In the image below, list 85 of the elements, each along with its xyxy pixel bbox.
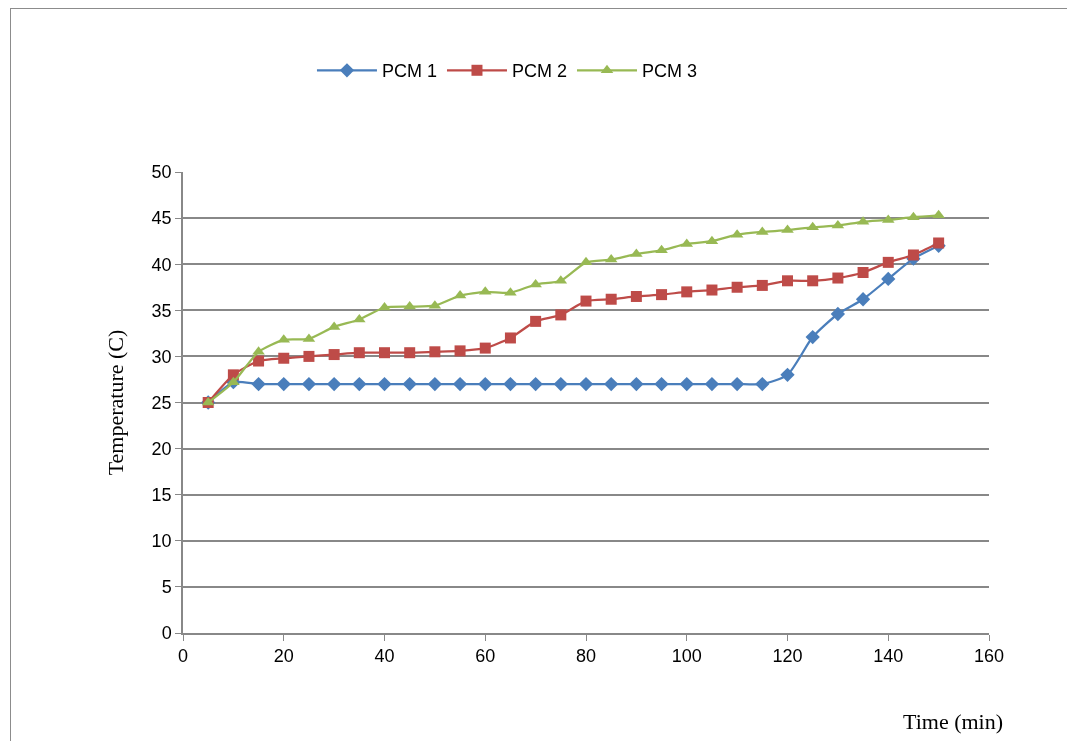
point [805,329,820,345]
point [503,376,518,392]
point [933,237,945,249]
point [301,376,317,392]
point [352,376,367,392]
point [907,249,919,261]
y-tick-label: 35 [151,300,172,321]
x-tick-label: 60 [475,646,496,667]
point [782,275,793,287]
point [427,376,443,392]
y-tick-label: 40 [151,254,172,275]
point [379,347,390,359]
y-tick-label: 0 [161,623,172,644]
y-tick-label: 10 [151,531,172,552]
point [932,209,945,219]
point [629,376,644,392]
point [755,376,770,392]
point [857,267,869,278]
point [780,367,795,382]
x-tick-label: 100 [671,646,702,667]
point [605,293,617,305]
point [454,345,466,357]
point [579,256,593,266]
point [681,286,693,298]
point [729,376,745,392]
point [479,342,491,354]
y-axis-title: Temperature (C) [102,329,128,476]
legend-label: PCM 1 [381,61,437,82]
y-tick-label: 50 [151,162,172,183]
x-tick-label: 140 [873,646,904,667]
legend-label: PCM 2 [511,61,567,82]
y-tick-label: 30 [151,346,172,367]
point [253,355,265,367]
point [830,306,846,322]
point [881,271,896,287]
point [704,376,720,392]
point [832,272,844,284]
point [555,309,567,321]
point [452,376,468,392]
point [530,315,542,327]
point [654,376,669,392]
x-tick-label: 0 [177,646,189,667]
x-tick-label: 120 [772,646,803,667]
y-tick-label: 45 [151,208,172,229]
x-tick-label: 80 [575,646,597,667]
point [656,289,668,301]
point [529,278,542,288]
point [604,376,619,392]
point [578,376,594,392]
y-tick-label: 15 [151,485,172,505]
point [328,349,340,361]
point [806,221,820,231]
point [251,376,266,392]
point [377,376,392,392]
point [353,347,365,359]
point [404,347,416,359]
point [580,295,592,307]
point [504,332,516,344]
x-axis-title: Time (min) [903,709,1004,734]
x-tick-label: 40 [374,646,395,667]
point [478,376,493,392]
point [706,284,718,296]
point [303,350,315,362]
point [756,279,768,291]
point [882,256,894,268]
x-tick-label: 20 [273,646,294,667]
x-tick-label: 160 [973,646,1005,667]
point [630,290,642,302]
legend-label: PCM 3 [641,61,698,82]
y-tick-label: 5 [161,577,172,598]
point [807,275,819,287]
point [655,244,668,254]
y-tick-label: 25 [151,392,172,413]
point [553,376,568,392]
point [326,376,342,392]
point [429,346,441,358]
point [855,292,871,307]
y-tick-label: 20 [151,438,172,459]
point [402,376,417,392]
point [831,219,845,229]
point [528,376,543,392]
point [278,352,290,364]
point [679,376,694,392]
point [276,376,291,392]
point [731,281,743,293]
